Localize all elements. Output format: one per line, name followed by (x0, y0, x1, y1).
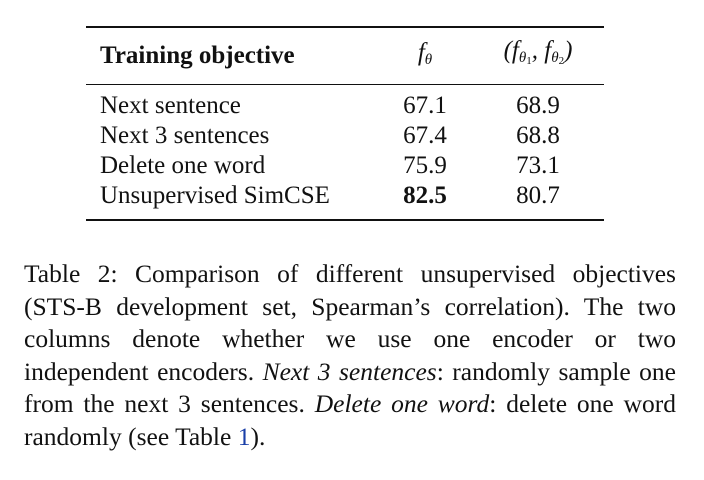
single-encoder-score: 75.9 (403, 152, 447, 179)
table-body: Next sentence 67.1 68.9 Next 3 sentences… (86, 85, 604, 220)
table-row: Next sentence 67.1 68.9 (86, 85, 604, 122)
caption-text: : delete one word randomly (see Table (24, 389, 677, 451)
table-row: Unsupervised SimCSE 82.5 80.7 (86, 181, 604, 220)
two-encoder-score: 68.8 (516, 122, 560, 149)
caption-text: : randomly sample one from the next 3 se… (24, 356, 676, 419)
results-table-container: Training objective fθ (fθ1, fθ2) Next se… (86, 26, 604, 221)
table-reference-link[interactable]: 1 (237, 421, 251, 451)
caption-text: Table 2: Comparison of different unsuper… (24, 259, 676, 386)
objective-cell: Next sentence (100, 92, 241, 119)
caption-term-delete-one-word: Delete one word (314, 389, 490, 418)
header-two-encoders: (fθ1, fθ2) (472, 27, 604, 85)
caption-term-next-3-sentences: Next 3 sentences (262, 356, 437, 386)
table-header: Training objective fθ (fθ1, fθ2) (86, 27, 604, 85)
header-single-encoder: fθ (378, 27, 472, 85)
single-encoder-score-best: 82.5 (403, 182, 447, 209)
objective-cell: Unsupervised SimCSE (100, 182, 330, 209)
table-row: Next 3 sentences 67.4 68.8 (86, 121, 604, 151)
objective-cell: Delete one word (100, 152, 266, 179)
objective-cell: Next 3 sentences (100, 122, 270, 149)
f-theta-pair-symbol: (fθ1, fθ2) (503, 37, 573, 67)
f-theta-symbol: fθ (417, 38, 433, 68)
table-row: Delete one word 75.9 73.1 (86, 151, 604, 181)
caption-text: ). (250, 421, 266, 451)
two-encoder-score: 68.9 (516, 92, 560, 119)
two-encoder-score: 73.1 (516, 152, 560, 179)
header-training-objective: Training objective (100, 42, 295, 69)
single-encoder-score: 67.1 (403, 92, 447, 119)
two-encoder-score: 80.7 (516, 182, 560, 209)
header-row: Training objective fθ (fθ1, fθ2) (86, 27, 604, 85)
table-caption: Table 2: Comparison of different unsuper… (24, 258, 676, 453)
single-encoder-score: 67.4 (403, 122, 447, 149)
results-table: Training objective fθ (fθ1, fθ2) Next se… (86, 26, 604, 221)
